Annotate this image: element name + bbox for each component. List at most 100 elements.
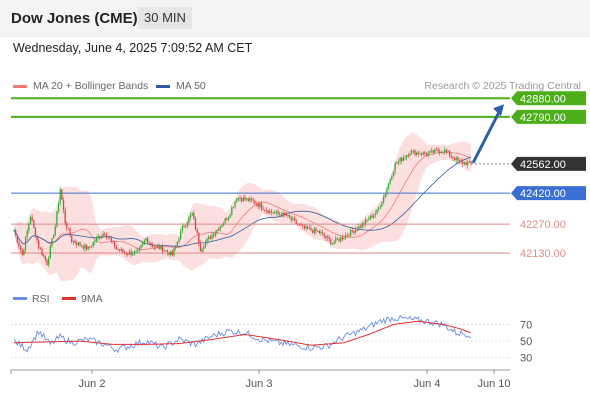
candle (71, 233, 73, 244)
candle (81, 244, 83, 248)
candle (376, 208, 378, 215)
candle (312, 228, 314, 234)
candle (250, 197, 253, 203)
candle (439, 148, 441, 156)
candle (234, 200, 236, 210)
chart-header: Dow Jones (CME) 30 MIN (0, 0, 590, 37)
candle (462, 158, 464, 167)
timeframe-badge[interactable]: 30 MIN (138, 7, 192, 29)
candle (320, 229, 322, 236)
candle (24, 235, 27, 253)
legend-ma20-label: MA 20 + Bollinger Bands (33, 80, 149, 92)
candle (87, 246, 89, 251)
candle (382, 194, 385, 205)
candle (151, 242, 154, 248)
candle (270, 208, 273, 216)
candle (445, 148, 447, 155)
level-label-4: 42270.00 (520, 219, 566, 231)
candle (366, 219, 368, 223)
ma20-swatch (13, 84, 27, 88)
candle (239, 194, 241, 202)
candle (280, 212, 282, 218)
research-credit: Research © 2025 Trading Central (424, 80, 581, 92)
candle (34, 226, 37, 239)
candle (409, 150, 411, 158)
candle (196, 227, 198, 235)
candle (130, 248, 132, 258)
candle (374, 210, 376, 219)
candle (396, 161, 398, 165)
candle (57, 201, 60, 214)
candle (74, 239, 76, 244)
candle (102, 231, 104, 238)
level-label-5: 42130.00 (520, 248, 566, 260)
candle (153, 245, 155, 251)
candle (115, 244, 117, 250)
candle (313, 226, 315, 236)
candle (348, 233, 350, 237)
candle (265, 207, 268, 214)
candle (264, 209, 266, 213)
candle (229, 213, 231, 219)
candle (216, 229, 218, 236)
candle (148, 240, 150, 244)
candle (95, 235, 98, 243)
candle (137, 247, 139, 253)
candle (368, 216, 370, 221)
candle (85, 244, 88, 251)
candle (432, 149, 434, 156)
candle (326, 234, 329, 241)
candle (189, 211, 192, 221)
candle (468, 158, 471, 163)
candle (283, 212, 286, 218)
candle (180, 227, 182, 241)
candle (453, 156, 456, 161)
candle (33, 219, 35, 229)
candle (138, 246, 141, 254)
candle (21, 248, 23, 257)
candle (66, 221, 68, 232)
candle (406, 154, 408, 161)
candle (227, 216, 230, 222)
candle (214, 230, 216, 238)
candle (333, 239, 335, 245)
candle (419, 150, 421, 155)
candle (41, 247, 43, 257)
candle (378, 206, 380, 212)
legend-ma20: MA 20 + Bollinger Bands (13, 80, 148, 92)
candle (191, 211, 193, 217)
candle (300, 222, 302, 226)
candle (392, 170, 395, 178)
candle (338, 238, 340, 243)
moving-averages (13, 151, 472, 250)
candle (290, 215, 292, 223)
candle (330, 237, 332, 247)
rsi-tick-label: 30 (520, 353, 532, 365)
candle (272, 211, 274, 215)
candle (203, 244, 205, 253)
candle (158, 243, 160, 250)
candle (450, 153, 452, 159)
candle (39, 246, 42, 250)
candle (183, 223, 185, 228)
level-tag-current: 42562.00 (511, 156, 586, 171)
candle (429, 150, 431, 156)
candle (288, 214, 291, 219)
candle (123, 250, 126, 255)
candle (150, 242, 152, 248)
candle (249, 195, 251, 204)
candle (381, 201, 383, 208)
candle (194, 216, 197, 231)
candle (49, 244, 51, 259)
x-tick-label: Jun 10 (477, 378, 510, 390)
candle (155, 245, 157, 250)
candle (293, 215, 296, 222)
candle (404, 155, 406, 161)
candle (467, 160, 469, 169)
candle (112, 239, 114, 245)
candle (430, 147, 433, 154)
candle (100, 234, 103, 240)
candle (262, 205, 264, 211)
candle (64, 207, 66, 226)
candle (232, 206, 235, 209)
